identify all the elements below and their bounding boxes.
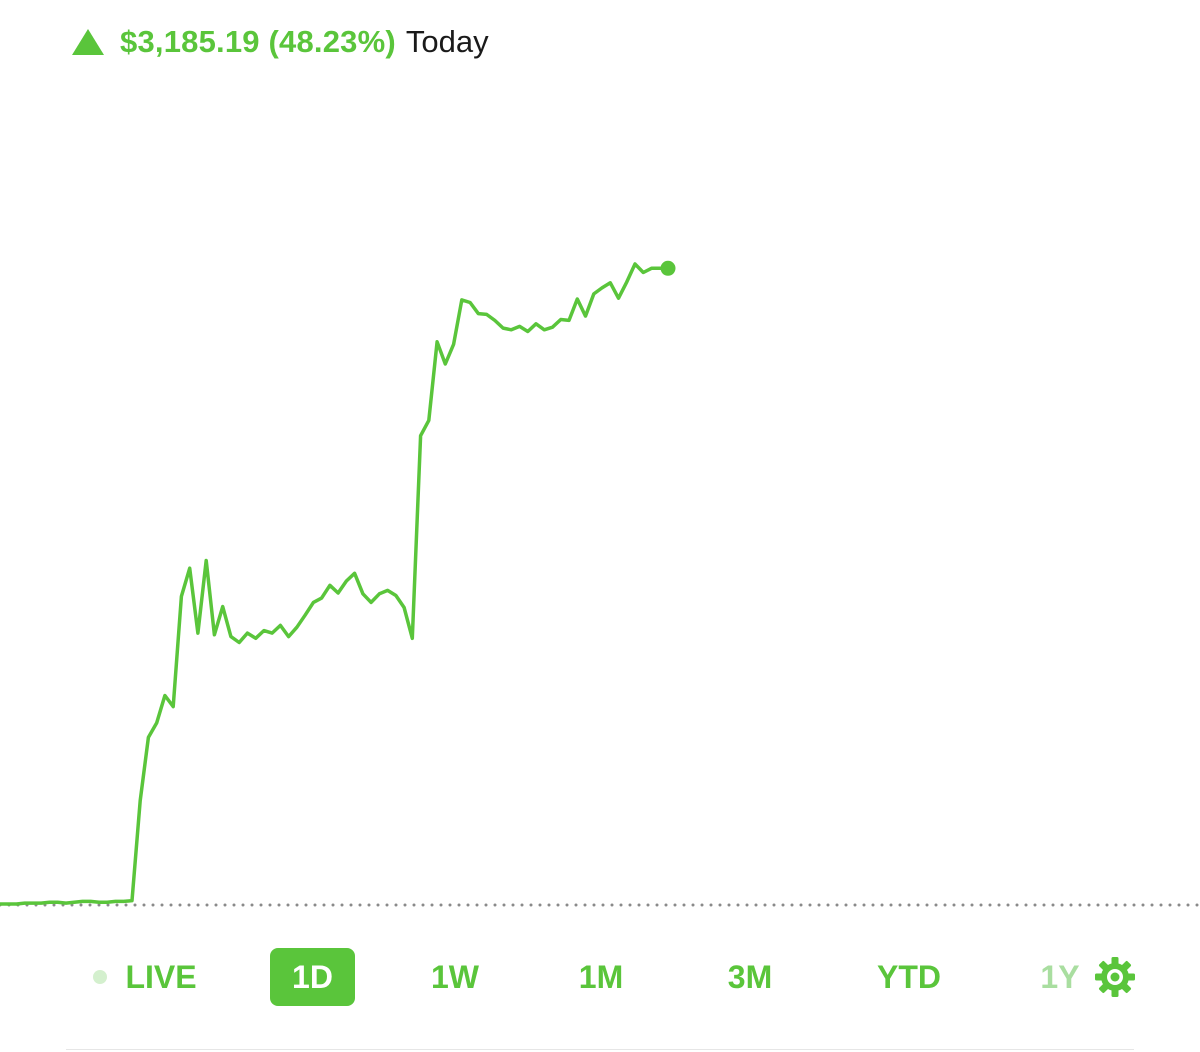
range-live-label: LIVE	[125, 958, 197, 995]
change-amount: $3,185.19 (48.23%)	[120, 24, 396, 59]
range-1w-label: 1W	[431, 958, 479, 995]
triangle-up-icon	[72, 29, 104, 55]
range-3m-label: 3M	[727, 958, 773, 995]
range-live-button[interactable]: LIVE	[86, 948, 204, 1006]
price-line	[0, 262, 670, 906]
range-1d-label: 1D	[292, 958, 333, 995]
range-1w-button[interactable]: 1W	[418, 948, 492, 1006]
range-1d-button[interactable]: 1D	[270, 948, 355, 1006]
range-ytd-button[interactable]: YTD	[862, 948, 956, 1006]
range-1m-label: 1M	[578, 958, 624, 995]
range-1m-button[interactable]: 1M	[564, 948, 638, 1006]
portfolio-change-header: $3,185.19 (48.23%) Today	[70, 22, 489, 62]
bottom-divider	[66, 1049, 1134, 1050]
change-period-label: Today	[405, 24, 489, 59]
range-1y-button[interactable]: 1Y	[1028, 948, 1148, 1006]
current-price-dot	[660, 260, 676, 276]
time-range-selector: LIVE 1D 1W 1M 3M YTD 1Y	[0, 948, 1200, 1010]
price-chart[interactable]	[0, 0, 1200, 940]
live-dot-icon	[93, 970, 108, 984]
range-ytd-label: YTD	[877, 958, 941, 995]
gear-icon[interactable]	[1094, 956, 1136, 998]
range-3m-button[interactable]: 3M	[712, 948, 788, 1006]
range-1y-label: 1Y	[1040, 958, 1080, 995]
